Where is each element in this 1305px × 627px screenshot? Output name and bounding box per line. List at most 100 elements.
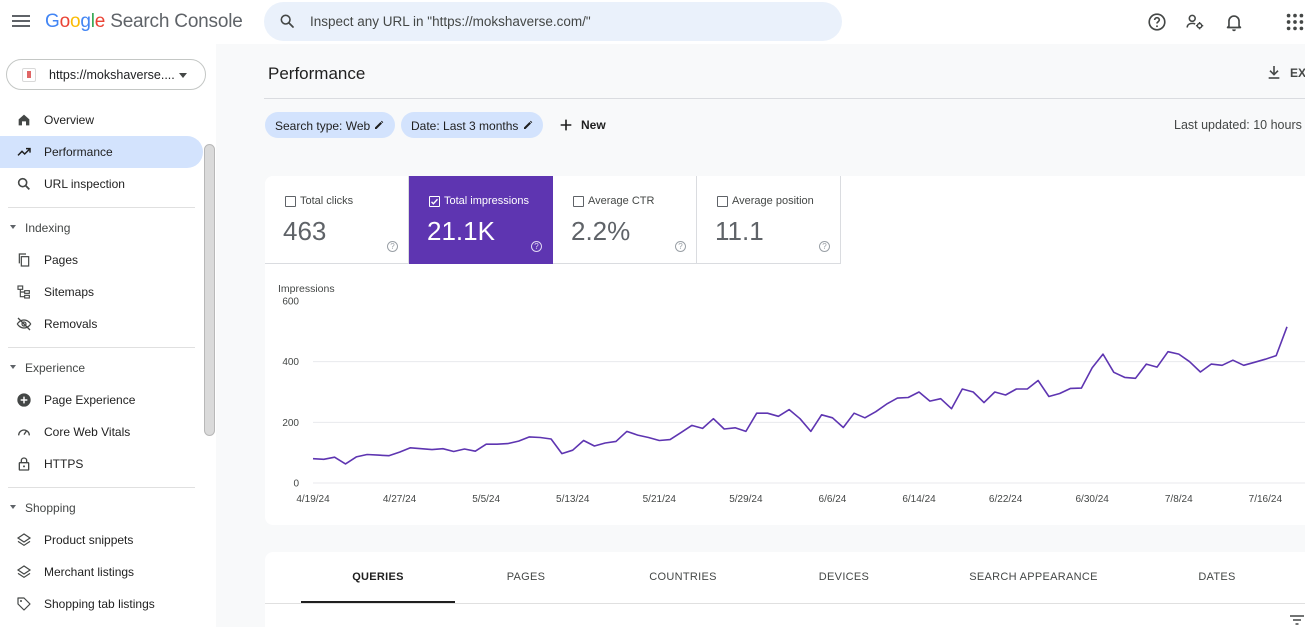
top-bar: Google Search Console: [0, 0, 1305, 44]
metric-total-impressions[interactable]: Total impressions 21.1K ?: [409, 176, 553, 264]
home-icon: [18, 114, 30, 126]
logo-letter: g: [80, 11, 91, 32]
apps-icon[interactable]: [1284, 11, 1305, 33]
divider: [264, 98, 1305, 99]
sidebar-item-label: Sitemaps: [44, 285, 95, 299]
notifications-icon[interactable]: [1223, 11, 1245, 33]
metric-label: Total clicks: [300, 195, 354, 207]
sidebar-item-sitemaps[interactable]: Sitemaps: [0, 276, 203, 308]
logo-letter: e: [94, 11, 106, 32]
layers-icon: [16, 533, 32, 547]
edit-icon: [375, 120, 384, 129]
logo-letter: o: [59, 11, 71, 32]
filter-chip-label: Search type: Web: [275, 119, 371, 133]
metric-average-ctr[interactable]: Average CTR 2.2% ?: [553, 176, 697, 264]
sidebar-item-label: Removals: [44, 317, 98, 331]
tab-search-appearance[interactable]: SEARCH APPEARANCE: [955, 552, 1112, 603]
sidebar-item-label: Pages: [44, 253, 79, 267]
sidebar-item-merchant-listings[interactable]: Merchant listings: [0, 556, 203, 588]
help-icon[interactable]: ?: [675, 241, 686, 252]
help-icon[interactable]: ?: [819, 241, 830, 252]
trending-up-icon: [17, 147, 31, 156]
search-icon: [17, 177, 30, 190]
checkbox[interactable]: [573, 196, 584, 207]
tab-label: COUNTRIES: [649, 571, 717, 583]
tab-devices[interactable]: DEVICES: [777, 552, 911, 603]
sidebar-item-pages[interactable]: Pages: [0, 244, 203, 276]
divider: [265, 603, 1305, 604]
x-tick-label: 5/29/24: [729, 494, 763, 505]
tab-pages[interactable]: PAGES: [465, 552, 587, 603]
help-icon[interactable]: [1146, 11, 1168, 33]
sidebar-item-label: Core Web Vitals: [44, 425, 131, 439]
checkmark-icon: [431, 198, 438, 205]
sidebar-item-url-inspection[interactable]: URL inspection: [0, 168, 203, 200]
help-icon[interactable]: ?: [531, 241, 542, 252]
site-favicon-icon: [22, 68, 36, 82]
tab-dates[interactable]: DATES: [1167, 552, 1267, 603]
chevron-down-icon: [179, 73, 187, 78]
dimension-tabs-card: QUERIES PAGES COUNTRIES DEVICES SEARCH A…: [265, 552, 1305, 627]
sidebar-item-product-snippets[interactable]: Product snippets: [0, 524, 203, 556]
sidebar-item-label: Product snippets: [44, 533, 134, 547]
performance-card: Total clicks 463 ? Total impressions 21.…: [265, 176, 1305, 525]
section-indexing[interactable]: Indexing: [0, 216, 203, 240]
help-icon[interactable]: ?: [387, 241, 398, 252]
filter-list-icon[interactable]: [1289, 614, 1305, 626]
sidebar-scrollbar[interactable]: [204, 144, 215, 436]
filter-chip-label: Date: Last 3 months: [411, 119, 519, 133]
tab-label: QUERIES: [352, 571, 404, 583]
sidebar-item-page-experience[interactable]: Page Experience: [0, 384, 203, 416]
download-icon: [1268, 66, 1280, 79]
sidebar-item-label: HTTPS: [44, 457, 84, 471]
filter-chip-search-type[interactable]: Search type: Web: [265, 112, 395, 138]
tab-countries[interactable]: COUNTRIES: [615, 552, 751, 603]
tab-label: PAGES: [506, 571, 546, 583]
x-tick-label: 5/5/24: [472, 494, 500, 505]
sidebar-item-label: Performance: [44, 145, 113, 159]
metric-total-clicks[interactable]: Total clicks 463 ?: [265, 176, 409, 264]
logo-letter: l: [90, 11, 95, 32]
metric-average-position[interactable]: Average position 11.1 ?: [697, 176, 841, 264]
collapse-icon: [10, 365, 16, 369]
collapse-icon: [10, 505, 16, 509]
sidebar-item-removals[interactable]: Removals: [0, 308, 203, 340]
new-filter-label: New: [581, 118, 606, 132]
metric-label: Total impressions: [444, 195, 529, 207]
pages-icon: [18, 253, 30, 267]
y-axis-title: Impressions: [278, 283, 335, 295]
property-selector[interactable]: https://mokshaverse....: [6, 59, 206, 90]
menu-icon[interactable]: [12, 12, 30, 30]
checkbox[interactable]: [285, 196, 296, 207]
checkbox[interactable]: [717, 196, 728, 207]
section-shopping[interactable]: Shopping: [0, 496, 203, 520]
sidebar-item-performance[interactable]: Performance: [0, 136, 203, 168]
impressions-series-line: [312, 326, 1288, 465]
new-filter-button[interactable]: New: [556, 114, 606, 136]
sidebar-item-label: Merchant listings: [44, 565, 135, 579]
manage-users-icon[interactable]: [1184, 11, 1206, 33]
section-experience[interactable]: Experience: [0, 356, 203, 380]
sidebar-item-shopping-tab-listings[interactable]: Shopping tab listings: [0, 588, 203, 620]
sidebar-item-core-web-vitals[interactable]: Core Web Vitals: [0, 416, 203, 448]
divider: [8, 207, 195, 208]
tab-label: SEARCH APPEARANCE: [969, 571, 1098, 583]
checkbox[interactable]: [429, 196, 440, 207]
sidebar-item-https[interactable]: HTTPS: [0, 448, 203, 480]
property-label: https://mokshaverse....: [49, 68, 175, 82]
url-inspection-input[interactable]: [310, 2, 830, 41]
x-tick-label: 4/27/24: [383, 494, 417, 505]
filter-chip-date[interactable]: Date: Last 3 months: [401, 112, 543, 138]
x-tick-label: 5/13/24: [556, 494, 590, 505]
tab-label: DATES: [1198, 571, 1236, 583]
sidebar-item-overview[interactable]: Overview: [0, 104, 203, 136]
main-content: Performance EX Search type: Web Date: La…: [216, 44, 1305, 627]
tab-queries[interactable]: QUERIES: [301, 552, 455, 603]
logo[interactable]: Google Search Console: [45, 11, 243, 33]
last-updated-text: Last updated: 10 hours a: [1174, 118, 1305, 132]
add-circle-icon: [17, 393, 31, 407]
x-tick-label: 4/19/24: [296, 494, 330, 505]
speed-icon: [18, 429, 30, 436]
metric-label: Average position: [732, 195, 814, 207]
search-bar[interactable]: [264, 2, 842, 41]
